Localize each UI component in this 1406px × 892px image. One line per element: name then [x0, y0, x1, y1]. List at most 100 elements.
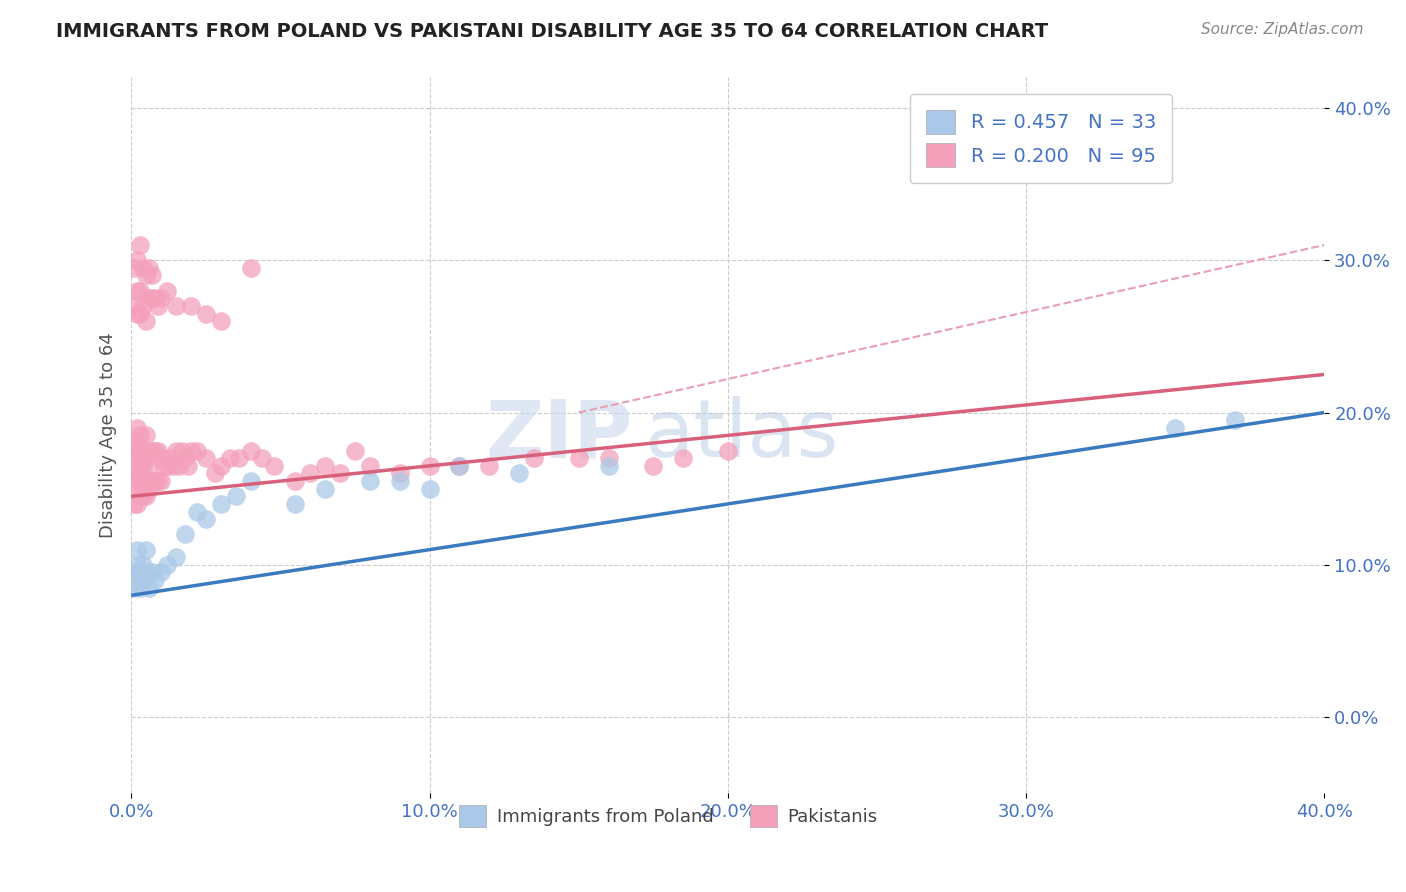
Point [329, 467, 352, 481]
Point [449, 458, 471, 473]
Point [177, 458, 200, 473]
Point [122, 467, 145, 481]
Point [194, 306, 217, 320]
Point [194, 512, 217, 526]
Point [138, 291, 160, 305]
Point [150, 291, 173, 305]
Text: IMMIGRANTS FROM POLAND VS PAKISTANI DISABILITY AGE 35 TO 64 CORRELATION CHART: IMMIGRANTS FROM POLAND VS PAKISTANI DISA… [56, 22, 1049, 41]
Point [132, 458, 155, 473]
Point [135, 428, 157, 442]
Point [127, 467, 149, 481]
Point [598, 458, 620, 473]
Point [122, 566, 145, 580]
Point [1164, 421, 1187, 435]
Point [129, 306, 152, 320]
Point [127, 558, 149, 572]
Point [135, 542, 157, 557]
Point [146, 443, 169, 458]
Point [122, 451, 145, 466]
Point [299, 467, 322, 481]
Point [252, 451, 274, 466]
Point [194, 451, 217, 466]
Point [122, 299, 145, 313]
Point [143, 573, 166, 587]
Point [135, 474, 157, 488]
Point [156, 558, 179, 572]
Point [143, 443, 166, 458]
Point [132, 573, 155, 587]
Point [122, 497, 145, 511]
Point [132, 299, 155, 313]
Point [127, 253, 149, 268]
Point [132, 260, 155, 275]
Point [135, 566, 157, 580]
Point [449, 458, 471, 473]
Point [174, 527, 197, 541]
Point [129, 428, 152, 442]
Point [138, 443, 160, 458]
Point [135, 268, 157, 283]
Point [209, 497, 232, 511]
Point [122, 474, 145, 488]
Point [135, 451, 157, 466]
Text: ZIP: ZIP [485, 396, 633, 475]
Point [122, 436, 145, 450]
Point [135, 489, 157, 503]
Point [314, 482, 336, 496]
Point [141, 443, 163, 458]
Point [419, 482, 441, 496]
Point [239, 260, 262, 275]
Point [180, 443, 202, 458]
Point [129, 489, 152, 503]
Point [523, 451, 546, 466]
Point [127, 482, 149, 496]
Point [132, 558, 155, 572]
Point [156, 284, 179, 298]
Y-axis label: Disability Age 35 to 64: Disability Age 35 to 64 [100, 333, 117, 538]
Point [239, 474, 262, 488]
Point [127, 421, 149, 435]
Point [218, 451, 240, 466]
Point [141, 291, 163, 305]
Point [209, 458, 232, 473]
Point [138, 581, 160, 595]
Point [129, 238, 152, 252]
Point [717, 443, 740, 458]
Point [141, 566, 163, 580]
Point [143, 291, 166, 305]
Point [180, 299, 202, 313]
Point [127, 497, 149, 511]
Point [165, 299, 187, 313]
Point [141, 268, 163, 283]
Point [127, 573, 149, 587]
Point [129, 284, 152, 298]
Point [122, 260, 145, 275]
Point [129, 474, 152, 488]
Point [170, 443, 193, 458]
Point [153, 458, 176, 473]
Point [388, 467, 411, 481]
Point [263, 458, 285, 473]
Point [146, 299, 169, 313]
Point [150, 474, 173, 488]
Point [129, 458, 152, 473]
Point [129, 566, 152, 580]
Point [209, 314, 232, 328]
Point [568, 451, 591, 466]
Point [343, 443, 366, 458]
Point [143, 474, 166, 488]
Point [228, 451, 250, 466]
Point [508, 467, 530, 481]
Point [138, 260, 160, 275]
Point [225, 489, 247, 503]
Point [127, 284, 149, 298]
Point [135, 314, 157, 328]
Point [127, 542, 149, 557]
Point [284, 497, 307, 511]
Point [239, 443, 262, 458]
Point [204, 467, 226, 481]
Point [138, 458, 160, 473]
Point [478, 458, 501, 473]
Point [150, 566, 173, 580]
Point [132, 489, 155, 503]
